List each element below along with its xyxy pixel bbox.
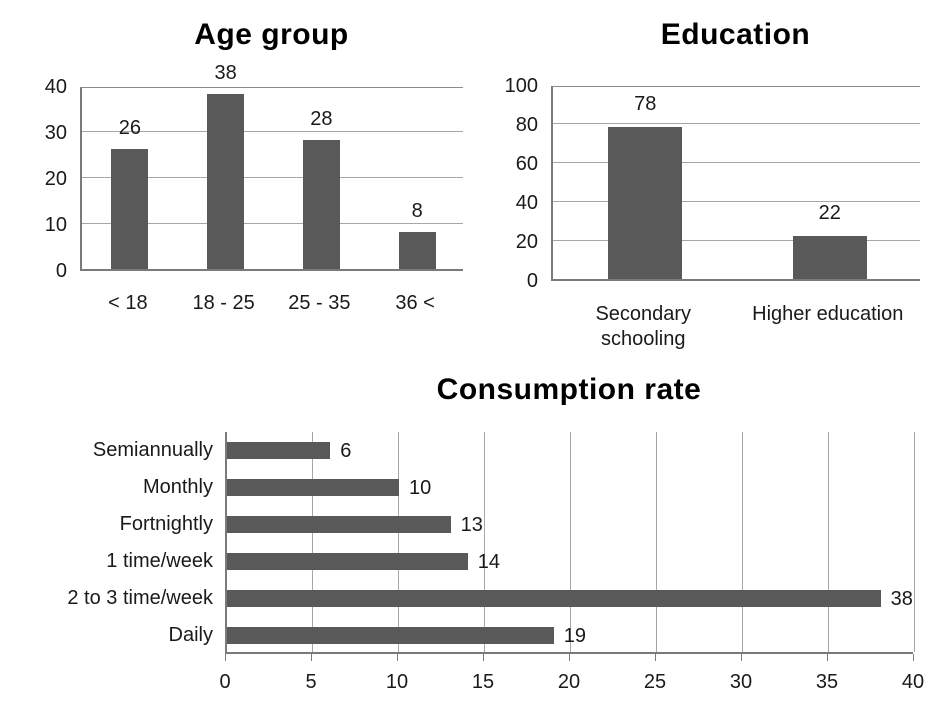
bar-higher-education [792,236,867,279]
category-label: < 18 [108,292,148,314]
bar-daily [227,626,554,644]
bar-value-label: 38 [890,587,913,610]
bar-fortnightly [227,515,451,533]
education-chart: Education 78 22 0 20 40 60 80 100 Secondary scho… [472,0,944,360]
x-axis-tick-mark [225,654,226,661]
bar-18 [111,149,149,269]
bar-value-label: 38 [214,62,237,85]
plot-area: 78 22 [551,86,920,281]
y-axis-tick-label: 30 [44,122,67,144]
category-label: 1 time/week [106,549,213,572]
x-axis-tick-label: 20 [557,671,581,693]
category-label: Higher education [752,303,904,325]
x-axis-tick-label: 25 [643,671,667,693]
y-axis-tick-label: 20 [515,231,538,253]
bar-value-label: 13 [460,513,483,536]
plot-area: 26 38 28 8 [80,62,463,271]
x-axis-tick-mark [483,654,484,661]
gridline [914,432,915,652]
bar-value-label: 28 [310,108,333,131]
y-axis-tick-label: 0 [55,260,67,282]
bar-value-label: 26 [118,117,141,140]
consumption-rate-chart-title: Consumption rate [436,373,702,406]
bar-value-label: 78 [634,92,657,115]
category-label: Semiannually [92,438,213,461]
gridline [553,201,920,202]
x-axis-tick-mark [913,654,914,661]
bar-monthly [227,478,399,496]
category-label: Daily [168,623,213,646]
bar-2-to-3-time-week [227,589,881,607]
gridline [82,223,463,224]
age-group-chart-title: Age group [194,18,349,51]
gridline [656,432,657,652]
bar-value-label: 6 [340,439,352,462]
gridline [553,240,920,241]
age-group-chart: Age group 26 38 28 8 0 10 20 30 40 < 18 18 - 25 25 … [0,0,472,350]
x-axis-tick-mark [311,654,312,661]
y-axis-tick-label: 100 [504,75,538,97]
gridline [82,131,463,132]
bar-value-label: 14 [477,550,501,573]
category-label: 18 - 25 [192,292,255,314]
bar-secondary-schooling [608,126,683,279]
gridline [82,177,463,178]
gridline [828,432,829,652]
bar-value-label: 19 [563,624,587,647]
x-axis-tick-label: 40 [901,671,925,693]
bar-value-label: 10 [409,476,432,499]
x-axis-tick-mark [569,654,570,661]
gridline [312,432,313,652]
x-axis-tick-label: 0 [219,671,231,693]
category-label: Fortnightly [119,512,213,535]
bar-18-25 [207,94,245,269]
y-axis-tick-label: 40 [44,76,67,98]
category-label: Secondary schooling [595,303,692,350]
consumption-rate-chart: Consumption rate 6 10 13 14 38 19 0 5 10 15 20 25 30… [0,350,944,718]
category-label: 2 to 3 time/week [67,586,213,609]
category-label: 36 < [395,292,435,314]
y-axis-tick-label: 0 [526,270,538,292]
education-chart-title: Education [660,18,811,51]
y-axis-tick-label: 20 [44,168,67,190]
y-axis-tick-label: 10 [44,214,67,236]
y-axis-tick-label: 80 [515,114,538,136]
x-axis-tick-label: 5 [305,671,317,693]
bar-semiannually [227,441,331,459]
y-axis-tick-label: 40 [515,192,538,214]
gridline [570,432,571,652]
bar-value-label: 8 [411,200,423,223]
bar-1-time-week [227,552,468,570]
x-axis-tick-label: 35 [815,671,839,693]
x-axis-tick-mark [741,654,742,661]
x-axis-tick-label: 15 [471,671,495,693]
gridline [398,432,399,652]
gridline [553,123,920,124]
y-axis-tick-label: 60 [515,153,538,175]
gridline [484,432,485,652]
x-axis-tick-mark [655,654,656,661]
x-axis-tick-label: 30 [729,671,753,693]
x-axis-tick-mark [827,654,828,661]
bar-value-label: 22 [818,202,841,225]
category-label: 25 - 35 [288,292,351,314]
x-axis-tick-mark [397,654,398,661]
gridline [742,432,743,652]
bar-25-35 [302,140,340,269]
x-axis-tick-label: 10 [385,671,409,693]
category-label: Monthly [142,475,213,498]
bar-36 [398,232,436,269]
plot-area: 6 10 13 14 38 19 [225,432,915,654]
gridline [553,162,920,163]
